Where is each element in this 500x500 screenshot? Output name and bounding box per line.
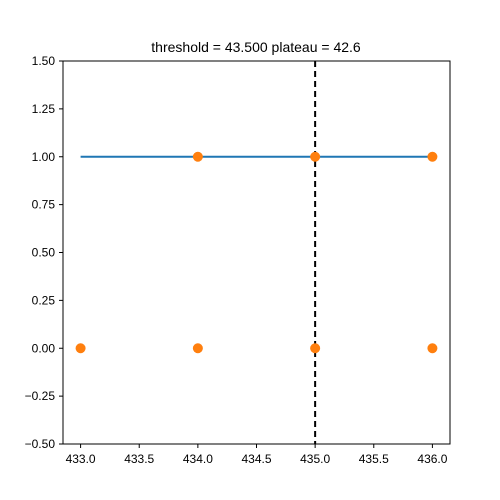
x-tick-label: 434.5 [241,452,271,466]
y-tick-label: 0.00 [32,341,56,355]
data-point [192,343,203,354]
data-point [192,151,203,162]
data-point [75,343,86,354]
y-tick-label: 0.50 [32,246,56,260]
y-tick-label: −0.25 [25,389,56,403]
y-tick-label: 1.00 [32,150,56,164]
data-point [310,151,321,162]
data-point [310,343,321,354]
x-tick-label: 434.0 [183,452,213,466]
data-point [427,343,438,354]
data-point [427,151,438,162]
x-tick-label: 435.5 [359,452,389,466]
y-tick-label: 1.50 [32,54,56,68]
y-tick-label: 0.25 [32,293,56,307]
y-tick-label: 1.25 [32,102,56,116]
y-tick-label: 0.75 [32,198,56,212]
plot-area: 433.0 433.5 434.0 434.5 435.0 435.5 436.0 −0.50… [25,54,451,466]
y-tick-label: −0.50 [25,437,56,451]
x-tick-label: 433.0 [66,452,96,466]
x-tick-label: 436.0 [417,452,447,466]
chart-title: threshold = 43.500 plateau = 42.6 [151,39,361,55]
x-tick-label: 435.0 [300,452,330,466]
x-tick-label: 433.5 [124,452,154,466]
